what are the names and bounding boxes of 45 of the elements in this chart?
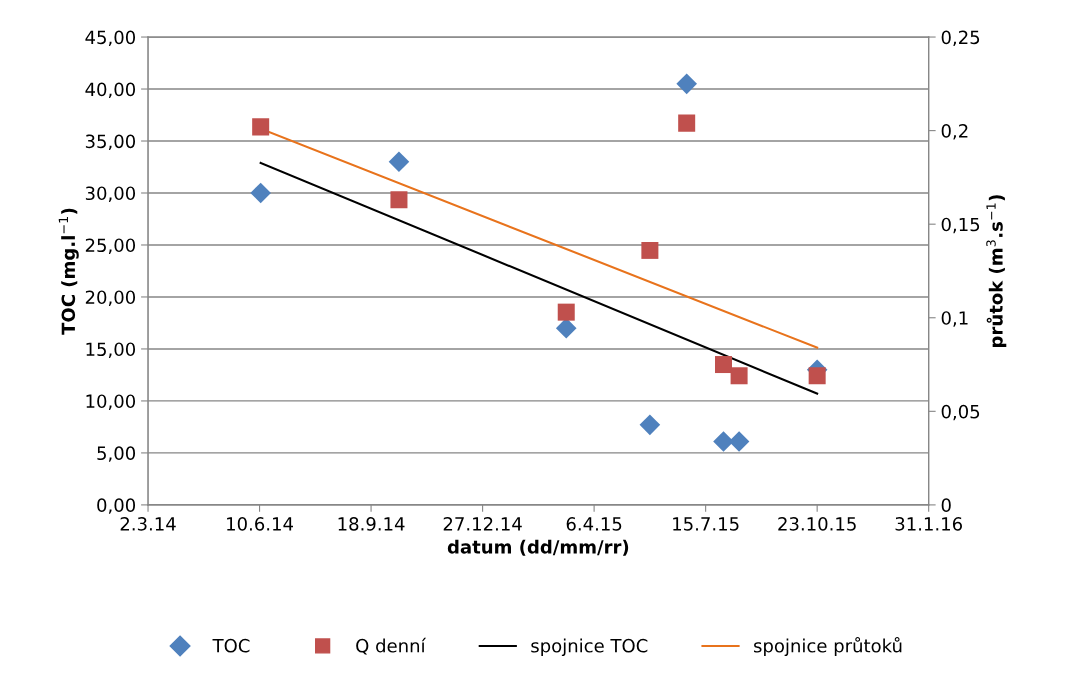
x-tick-label: 15.7.15	[673, 517, 739, 531]
point	[678, 114, 696, 132]
x-tick-label: 27.12.14	[443, 517, 522, 531]
legend-label: TOC	[212, 638, 250, 653]
x-tick-label: 23.10.15	[778, 517, 856, 531]
y-tick-label: 0,00	[97, 498, 136, 514]
x-tick-label: 10.6.14	[227, 517, 293, 531]
point	[730, 367, 748, 385]
point	[714, 356, 732, 374]
legend-label: spojnice průtoků	[754, 636, 902, 657]
point	[728, 431, 750, 452]
y2-tick-label: 0,1	[941, 311, 968, 327]
y-tick-label: 45,00	[85, 30, 136, 46]
y2-tick-label: 0,2	[941, 124, 968, 140]
point	[713, 431, 734, 452]
point	[641, 241, 659, 259]
point	[250, 182, 271, 204]
x-tick-label: 2.3.14	[120, 517, 176, 531]
y2-axis-title: průtok (m$^{3}$.s$^{−1}$)	[986, 195, 1007, 347]
point	[388, 151, 410, 173]
y-tick-label: 35,00	[85, 134, 136, 150]
y-tick-label: 25,00	[85, 238, 136, 254]
point	[557, 303, 575, 321]
y2-tick-label: 0,05	[941, 404, 980, 421]
point	[676, 73, 697, 95]
y2-tick-label: 0	[941, 498, 951, 513]
point	[252, 118, 270, 136]
x-tick-label: 31.1.16	[895, 517, 962, 531]
y-tick-label: 15,00	[86, 342, 136, 358]
x-tick-label: 6.4.15	[566, 517, 622, 531]
y2-tick-label: 0,25	[941, 30, 980, 46]
point	[390, 191, 408, 209]
point	[808, 367, 826, 385]
x-tick-label: 18.9.14	[338, 517, 405, 531]
y-axis-title: TOC (mg.l$^{−1}$)	[58, 208, 79, 335]
y-tick-label: 5,00	[97, 446, 136, 462]
y-tick-label: 20,00	[85, 290, 136, 306]
y-tick-label: 40,00	[85, 82, 136, 98]
y-tick-label: 30,00	[85, 186, 136, 202]
x-axis-title: datum (dd/mm/rr)	[447, 539, 629, 556]
legend-label: Q denní	[356, 637, 427, 655]
y-tick-label: 10,00	[86, 394, 136, 410]
y2-tick-label: 0,15	[941, 217, 980, 234]
legend-label: spojnice TOC	[531, 638, 648, 657]
point	[639, 414, 661, 436]
